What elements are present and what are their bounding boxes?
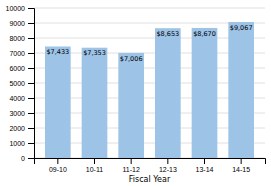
bar <box>228 22 254 158</box>
y-tick-mark <box>28 8 34 9</box>
data-label: $7,433 <box>46 48 69 56</box>
y-tick: 9000 <box>9 20 34 27</box>
y-tick-label: 9000 <box>9 20 25 27</box>
y-axis-line <box>28 9 35 159</box>
x-tick: 11-12 <box>122 158 139 173</box>
x-tick-label: 14-15 <box>232 166 250 173</box>
y-tick: 8000 <box>9 35 34 42</box>
y-tick-label: 6000 <box>9 65 25 72</box>
x-tick-mark <box>167 158 168 164</box>
data-label: $8,653 <box>156 30 179 38</box>
data-labels: $7,433 $7,353 $7,006 $8,653 $8,670 $9,067 <box>46 24 252 63</box>
grid <box>34 8 265 158</box>
y-tick-mark <box>28 113 34 114</box>
data-label: $9,067 <box>230 24 253 32</box>
bars <box>45 22 254 158</box>
y-tick: 3000 <box>9 110 34 117</box>
y-tick: 10000 <box>6 5 34 12</box>
y-tick-mark <box>28 38 34 39</box>
y-tick: 7000 <box>9 50 34 57</box>
bar <box>82 48 108 158</box>
x-axis-title: Fiscal Year <box>129 175 171 184</box>
y-tick: 1000 <box>9 140 34 147</box>
y-tick: 4000 <box>9 95 34 102</box>
x-tick: 10-11 <box>86 158 103 173</box>
bar <box>192 28 218 158</box>
chart: $7,433 $7,353 $7,006 $8,653 $8,670 $9,067 09-1… <box>0 0 271 186</box>
y-tick-label: 10000 <box>6 5 26 12</box>
x-tick-mark <box>241 158 242 164</box>
x-tick-label: 13-14 <box>196 166 214 173</box>
y-tick-label: 5000 <box>9 80 25 87</box>
x-tick-mark <box>204 158 205 164</box>
y-tick-mark <box>28 23 34 24</box>
y-tick-label: 3000 <box>9 110 25 117</box>
x-tick-label: 10-11 <box>86 166 103 173</box>
bar <box>155 28 181 158</box>
grid-line <box>34 8 265 9</box>
y-tick-label: 2000 <box>9 125 25 132</box>
y-tick-label: 8000 <box>9 35 25 42</box>
data-label: $7,353 <box>83 49 106 57</box>
y-tick-mark <box>28 68 34 69</box>
x-tick: 09-10 <box>49 158 67 173</box>
bar <box>45 47 71 158</box>
y-tick-label: 0 <box>21 155 25 162</box>
x-tick-mark <box>57 158 58 164</box>
y-tick-mark <box>28 128 34 129</box>
data-label: $7,006 <box>120 55 143 63</box>
x-tick-label: 09-10 <box>49 166 67 173</box>
y-tick-label: 4000 <box>9 95 25 102</box>
plot: $7,433 $7,353 $7,006 $8,653 $8,670 $9,067 09-1… <box>6 5 266 173</box>
y-tick: 0 <box>21 155 34 162</box>
x-tick-label: 12-13 <box>159 166 177 173</box>
data-label: $8,670 <box>193 30 216 38</box>
x-tick: 13-14 <box>196 158 214 173</box>
bar <box>118 53 144 158</box>
y-tick: 5000 <box>9 80 34 87</box>
y-tick: 2000 <box>9 125 34 132</box>
y-tick-mark <box>28 158 34 159</box>
x-axis-line <box>35 159 266 165</box>
x-tick-mark <box>131 158 132 164</box>
x-tick: 14-15 <box>232 158 250 173</box>
y-tick-label: 7000 <box>9 50 25 57</box>
x-tick-mark <box>94 158 95 164</box>
x-tick: 12-13 <box>159 158 177 173</box>
y-tick-label: 1000 <box>9 140 25 147</box>
y-axis: 0 1000 2000 3000 4000 5000 6000 7000 8000 9000 100… <box>6 5 35 162</box>
y-tick-mark <box>28 143 34 144</box>
x-axis: 09-10 10-11 11-12 12-13 13-14 14-15 <box>35 158 266 173</box>
x-tick-label: 11-12 <box>122 166 139 173</box>
y-tick: 6000 <box>9 65 34 72</box>
y-tick-mark <box>28 83 34 84</box>
y-tick-mark <box>28 98 34 99</box>
y-tick-mark <box>28 53 34 54</box>
